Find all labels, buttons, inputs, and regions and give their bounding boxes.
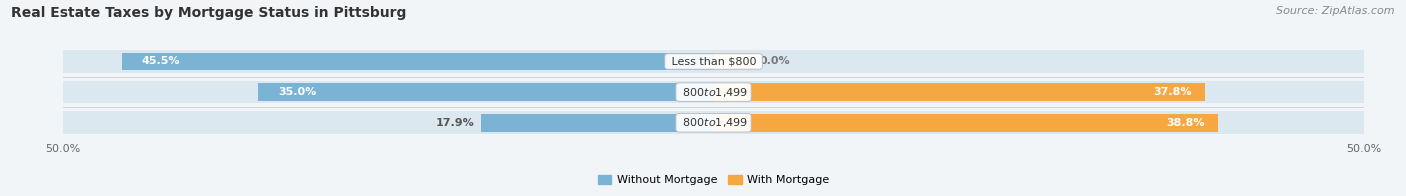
Text: 17.9%: 17.9% (436, 118, 474, 128)
Text: 45.5%: 45.5% (141, 56, 180, 66)
Bar (713, 53, 752, 70)
Text: $800 to $1,499: $800 to $1,499 (679, 116, 748, 129)
Bar (63, 111, 1364, 134)
Text: Less than $800: Less than $800 (668, 56, 759, 66)
Bar (63, 81, 1364, 103)
Bar (259, 83, 713, 101)
Text: Source: ZipAtlas.com: Source: ZipAtlas.com (1277, 6, 1395, 16)
Text: Real Estate Taxes by Mortgage Status in Pittsburg: Real Estate Taxes by Mortgage Status in … (11, 6, 406, 20)
Legend: Without Mortgage, With Mortgage: Without Mortgage, With Mortgage (593, 170, 834, 190)
Bar (122, 53, 713, 70)
Bar (63, 50, 1364, 73)
Text: $800 to $1,499: $800 to $1,499 (679, 86, 748, 99)
Text: 37.8%: 37.8% (1154, 87, 1192, 97)
Bar (481, 114, 713, 132)
Text: 38.8%: 38.8% (1167, 118, 1205, 128)
Bar (713, 114, 1218, 132)
Bar (713, 83, 1205, 101)
Text: 35.0%: 35.0% (278, 87, 316, 97)
Text: 0.0%: 0.0% (759, 56, 790, 66)
